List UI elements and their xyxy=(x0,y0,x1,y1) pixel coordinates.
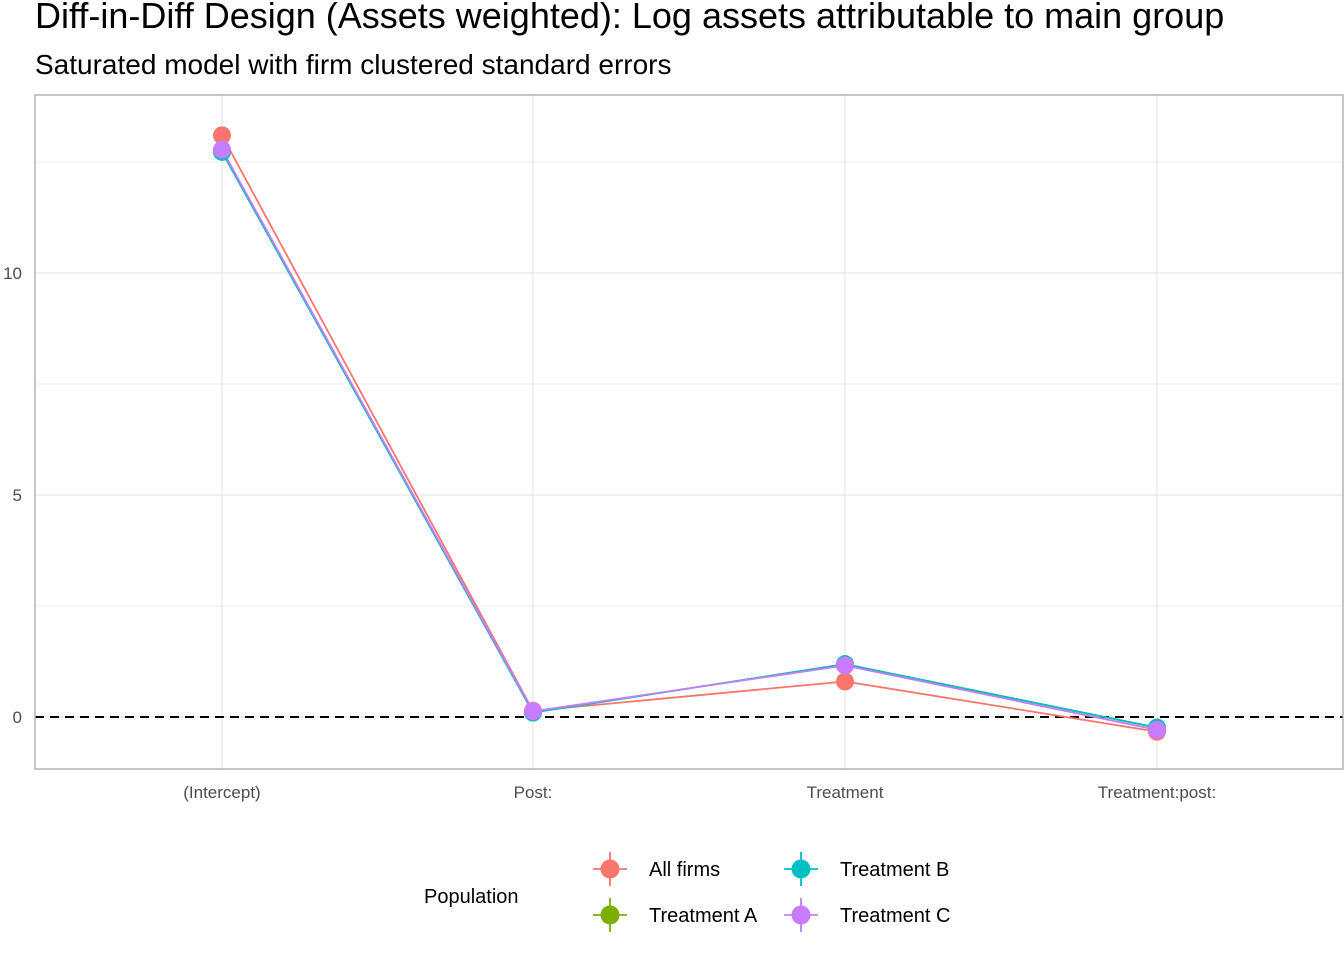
legend-label: Treatment A xyxy=(649,905,758,927)
data-point-treatment-c xyxy=(213,140,231,159)
legend-key-point xyxy=(791,905,811,925)
x-tick-label: Post: xyxy=(514,783,553,802)
data-point-treatment-c xyxy=(836,656,854,675)
y-axis-ticks: 0 5 10 xyxy=(3,264,22,727)
legend-key-point xyxy=(791,859,811,879)
legend-item-treatment-b: Treatment B xyxy=(784,852,949,886)
legend-key-point xyxy=(600,859,620,879)
plot-panel xyxy=(34,94,1344,770)
x-axis-ticks: (Intercept) Post: Treatment Treatment:post: xyxy=(183,783,1216,802)
series-lines xyxy=(221,134,1158,733)
legend-title: Population xyxy=(424,886,519,908)
legend-label: Treatment B xyxy=(840,859,949,881)
series-points xyxy=(213,126,1166,741)
data-point-all-firms xyxy=(836,672,854,691)
legend-label: Treatment C xyxy=(840,905,950,927)
x-tick-label: Treatment:post: xyxy=(1098,783,1216,802)
series-line-treatment-c xyxy=(221,149,1158,731)
series-line-all-firms xyxy=(221,134,1158,733)
y-tick-label: 5 xyxy=(13,486,22,505)
legend-items: All firms Treatment A Treatment B Treatment… xyxy=(593,852,950,932)
series-line-treatment-b xyxy=(221,151,1158,729)
legend-item-treatment-c: Treatment C xyxy=(784,898,950,932)
legend-key-point xyxy=(600,905,620,925)
series-line-treatment-a xyxy=(221,151,1158,729)
data-point-all-firms xyxy=(213,126,231,145)
grid xyxy=(35,95,1343,769)
y-tick-label: 10 xyxy=(3,264,22,283)
legend-label: All firms xyxy=(649,859,720,881)
data-point-treatment-c xyxy=(524,702,542,721)
x-tick-label: Treatment xyxy=(807,783,884,802)
legend: Population All firms Treatment A Treatment… xyxy=(424,852,950,932)
chart-subtitle: Saturated model with firm clustered stan… xyxy=(35,49,672,80)
panel-border xyxy=(34,94,1344,770)
x-tick-label: (Intercept) xyxy=(183,783,260,802)
y-tick-label: 0 xyxy=(13,708,22,727)
chart-title: Diff-in-Diff Design (Assets weighted): L… xyxy=(35,0,1224,36)
data-point-treatment-c xyxy=(1148,720,1166,739)
legend-item-treatment-a: Treatment A xyxy=(593,898,758,932)
legend-item-all-firms: All firms xyxy=(593,852,720,886)
